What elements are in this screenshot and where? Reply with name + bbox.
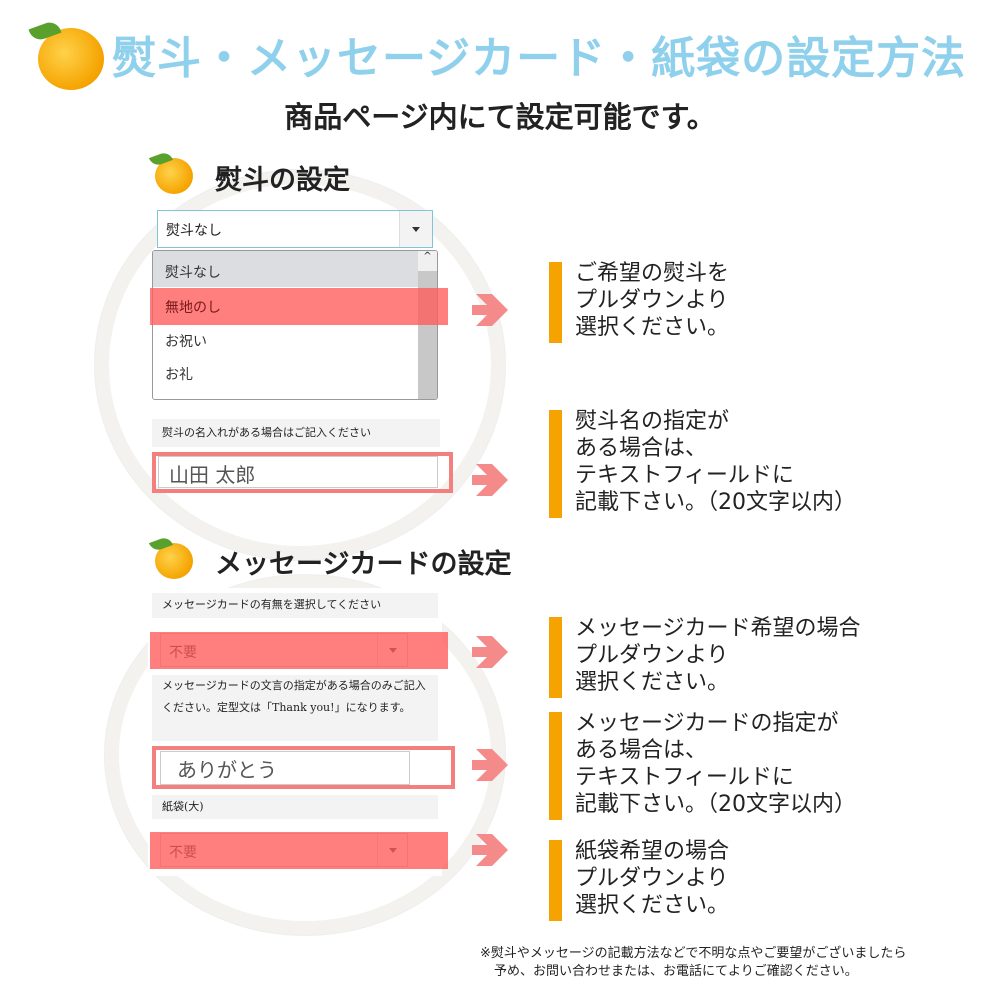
instruction-text: 紙袋希望の場合 プルダウンより 選択ください。: [575, 838, 729, 919]
footnote-line: ※熨斗やメッセージの記載方法などで不明な点やご要望がございましたら: [480, 946, 907, 961]
highlight: [152, 452, 453, 493]
highlight: [150, 288, 448, 325]
instruction-text: メッセージカードの指定が ある場合は、 テキストフィールドに 記載下さい。（20文字以…: [575, 710, 856, 818]
scrollbar[interactable]: ^: [418, 251, 437, 399]
caret-down-icon: [412, 227, 420, 232]
accent-bar: [549, 617, 562, 698]
page-title: 熨斗・メッセージカード・紙袋の設定方法: [112, 33, 967, 84]
instruction-line: 記載下さい。（20文字以内）: [575, 490, 856, 515]
instruction-line: 選択ください。: [575, 670, 730, 695]
instruction-line: 紙袋希望の場合: [575, 839, 730, 864]
instruction-line: テキストフィールドに: [575, 765, 794, 790]
message-text-label: メッセージカードの文言の指定がある場合のみご記入ください。定型文は「Thank …: [152, 675, 438, 741]
instruction-line: メッセージカード希望の場合: [575, 616, 861, 641]
noshi-options-list: ^ 熨斗なし 無地のし お祝い お礼: [152, 250, 438, 400]
accent-bar: [549, 840, 562, 921]
instruction-line: 熨斗名の指定が: [575, 409, 730, 434]
arrow-right-icon: [472, 743, 522, 787]
section-heading: 熨斗の設定: [215, 165, 350, 196]
arrow-right-icon: [472, 630, 522, 674]
noshi-name-label: 熨斗の名入れがある場合はご記入ください: [152, 419, 440, 447]
footnote: ※熨斗やメッセージの記載方法などで不明な点やご要望がございましたら 予め、お問い…: [480, 945, 906, 981]
bag-label: 紙袋(大): [152, 795, 438, 819]
instruction-text: ご希望の熨斗を プルダウンより 選択ください。: [575, 260, 729, 341]
noshi-select[interactable]: 熨斗なし: [157, 210, 433, 248]
arrow-right-icon: [472, 458, 522, 502]
section-heading: メッセージカードの設定: [215, 549, 512, 580]
instruction-line: ある場合は、: [575, 738, 708, 763]
accent-bar: [549, 410, 562, 518]
highlight: [152, 746, 455, 789]
instruction-line: プルダウンより: [575, 866, 729, 891]
option[interactable]: 熨斗なし: [165, 265, 221, 281]
selected-value: 熨斗なし: [166, 223, 222, 239]
orange-icon: [38, 28, 104, 90]
option[interactable]: お礼: [165, 367, 193, 383]
accent-bar: [549, 712, 562, 820]
instruction-line: 選択ください。: [575, 893, 730, 918]
footnote-line: 予め、お問い合わせまたは、お電話にてよりご確認ください。: [494, 964, 858, 979]
instruction-line: プルダウンより: [575, 643, 729, 668]
card-label: メッセージカードの有無を選択してください: [152, 593, 438, 618]
page-subtitle: 商品ページ内にて設定可能です。: [284, 100, 716, 134]
instruction-line: プルダウンより: [575, 288, 729, 313]
arrow-right-icon: [472, 288, 522, 332]
arrow-right-icon: [472, 828, 522, 872]
accent-bar: [549, 262, 562, 343]
highlight: [150, 832, 448, 869]
instruction-line: 選択ください。: [575, 315, 730, 340]
instruction-line: テキストフィールドに: [575, 463, 794, 488]
highlight: [150, 632, 448, 669]
message-text-input[interactable]: ありがとう: [160, 751, 410, 785]
instruction-line: ある場合は、: [575, 436, 708, 461]
option-highlighted[interactable]: 無地のし: [165, 300, 221, 316]
instruction-line: 記載下さい。（20文字以内）: [575, 792, 856, 817]
instruction-text: 熨斗名の指定が ある場合は、 テキストフィールドに 記載下さい。（20文字以内）: [575, 408, 856, 516]
noshi-name-input[interactable]: 山田 太郎: [158, 456, 438, 488]
instruction-text: メッセージカード希望の場合 プルダウンより 選択ください。: [575, 615, 861, 696]
option[interactable]: お祝い: [165, 334, 207, 350]
instruction-line: ご希望の熨斗を: [575, 261, 730, 286]
instruction-line: メッセージカードの指定が: [575, 711, 839, 736]
